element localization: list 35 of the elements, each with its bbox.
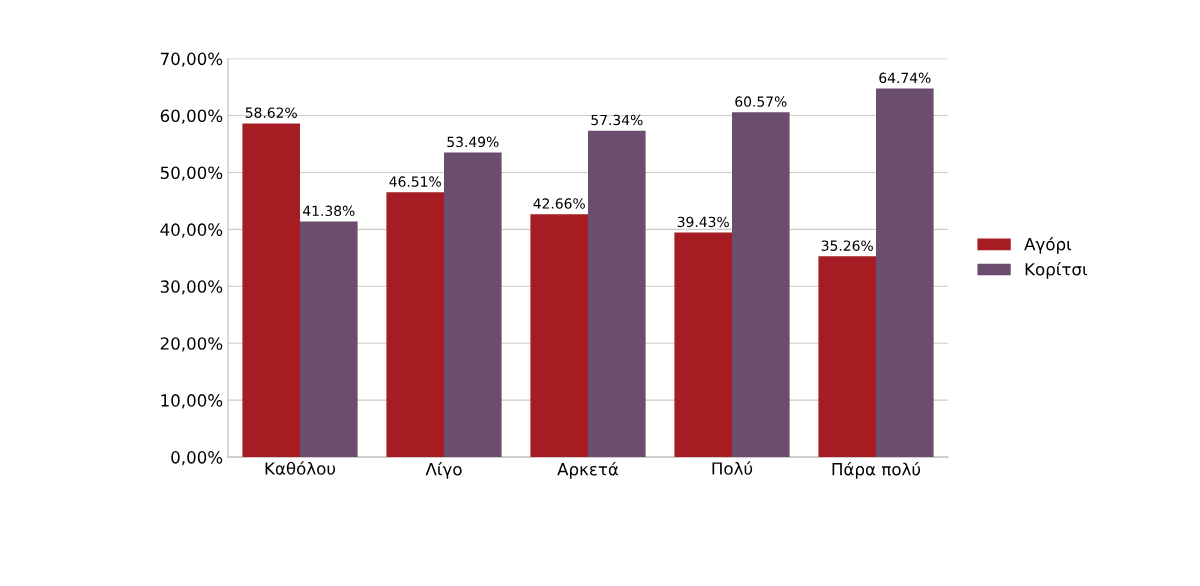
y-tick-label: 10,00% (161, 394, 223, 409)
data-label: 57.34% (591, 114, 643, 126)
bar (300, 221, 358, 458)
bar (386, 192, 444, 458)
data-label: 46.51% (389, 176, 441, 187)
x-tick-label: Καθόλου (265, 461, 336, 475)
y-tick-label: 20,00% (160, 337, 223, 352)
y-tick-label: 70,00% (160, 52, 223, 67)
bar (818, 256, 876, 458)
x-tick-label: Πολύ (712, 461, 753, 475)
data-label: 42.66% (533, 198, 585, 209)
bar (444, 152, 502, 458)
data-label: 53.49% (447, 136, 499, 148)
y-tick-label: 50,00% (160, 166, 223, 181)
y-tick-label: 0,00% (171, 451, 223, 466)
y-tick-label: 30,00% (160, 280, 223, 295)
bar (588, 130, 646, 458)
bar (242, 123, 300, 458)
y-tick-label: 40,00% (160, 223, 223, 238)
data-label: 64.74% (879, 72, 931, 84)
x-tick-label: Πάρα πολύ (832, 461, 921, 479)
x-tick-label: Λίγο (425, 461, 462, 479)
bar (530, 214, 588, 458)
bar (674, 232, 732, 458)
data-label: 58.62% (245, 107, 297, 118)
data-label: 41.38% (303, 205, 355, 217)
bar (732, 112, 790, 458)
data-label: 35.26% (821, 240, 873, 251)
legend-label: Κορίτσι (1025, 262, 1088, 279)
data-label: 39.43% (677, 216, 729, 228)
legend-label: Αγόρι (1024, 236, 1072, 254)
x-tick-label: Αρκετά (557, 461, 619, 479)
bar (876, 88, 934, 458)
y-tick-label: 60,00% (160, 109, 223, 124)
data-label: 60.57% (735, 96, 787, 107)
